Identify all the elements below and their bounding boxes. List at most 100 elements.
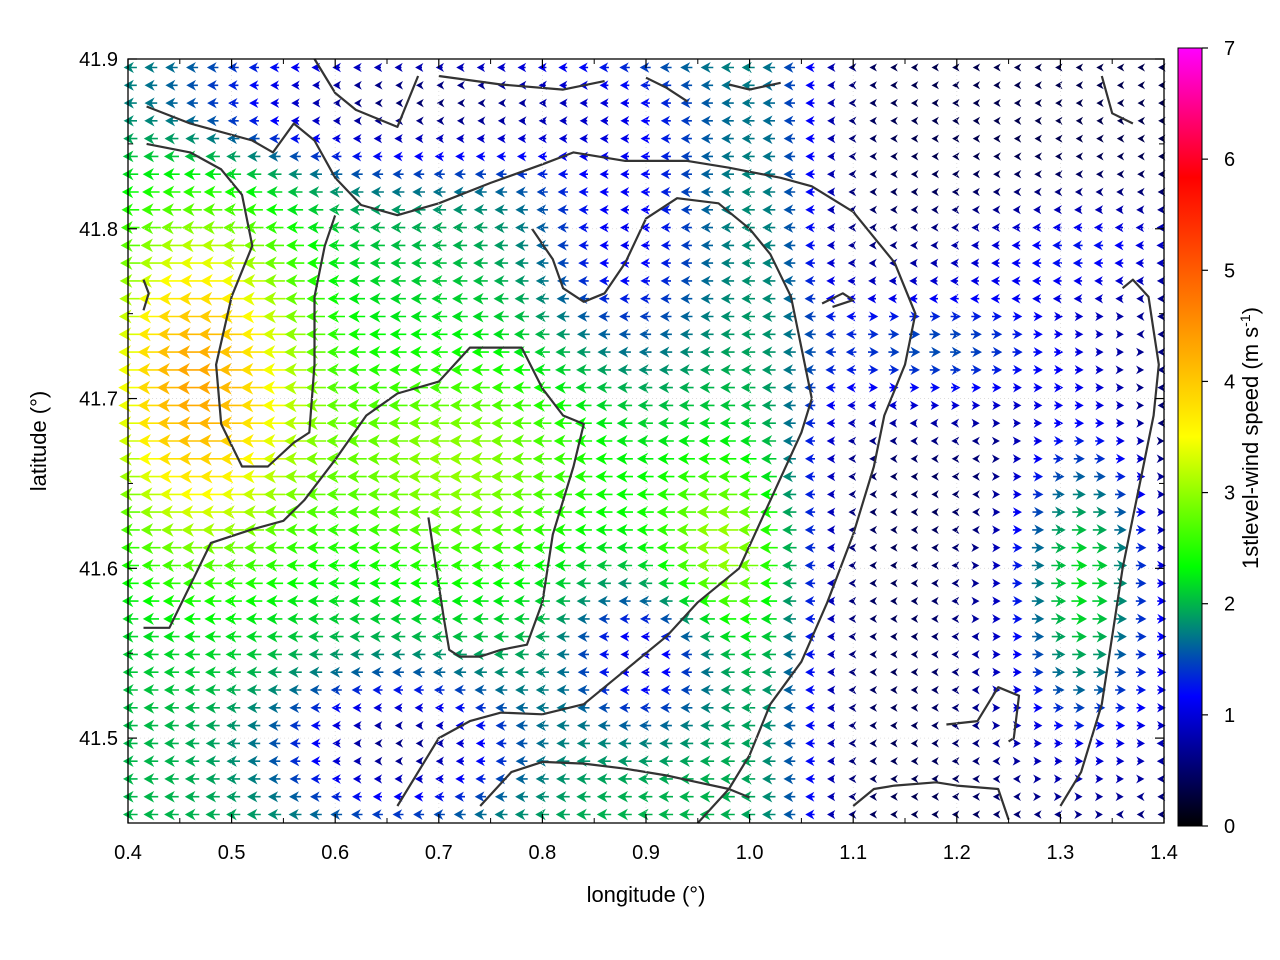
wind-arrow [415,721,424,731]
wind-arrow [618,737,632,750]
wind-arrow [783,791,796,803]
wind-arrow [910,223,919,232]
wind-arrow [826,489,836,499]
wind-arrow [1136,454,1145,464]
wind-arrow [579,116,589,126]
wind-arrow [951,205,960,214]
wind-arrow [205,150,220,163]
wind-arrow [616,417,633,430]
wind-arrow [1033,792,1042,802]
wind-arrow [122,594,139,608]
wind-arrow [1054,720,1064,731]
wind-arrow [827,632,836,642]
wind-arrow [848,80,857,90]
wind-arrow [619,80,630,91]
wind-arrow [352,774,362,784]
wind-arrow [535,666,549,678]
wind-arrow [910,685,919,695]
wind-arrow [1136,756,1145,766]
wind-arrow [497,116,506,126]
wind-arrow [783,720,796,732]
wind-arrow [762,257,776,269]
wind-arrow [513,612,530,625]
wind-arrow [826,222,836,233]
wind-arrow [719,434,736,448]
wind-arrow [327,327,346,341]
wind-arrow [1136,774,1145,784]
wind-arrow [554,399,572,412]
wind-arrow [1135,595,1147,607]
wind-arrow [493,257,509,269]
wind-arrow [931,561,939,570]
wind-arrow [825,311,836,322]
wind-arrow [1071,630,1087,643]
wind-arrow [307,612,324,625]
wind-arrow [469,451,491,466]
wind-arrow [263,309,286,324]
wind-arrow [619,702,630,713]
wind-arrow [347,398,367,413]
wind-arrow [576,595,591,607]
wind-arrow [599,133,609,144]
wind-arrow [739,452,757,466]
wind-arrow [514,666,529,678]
wind-arrow [660,684,671,696]
wind-arrow [951,454,960,464]
wind-arrow [1115,418,1125,428]
wind-arrow [246,648,262,661]
wind-arrow [972,63,981,72]
wind-arrow [595,434,613,448]
wind-arrow [494,186,508,198]
wind-arrow [311,116,321,126]
wind-arrow [204,612,221,626]
wind-arrow [311,133,321,144]
wind-arrow [578,240,589,251]
wind-arrow [286,221,304,234]
wind-arrow [490,469,512,484]
wind-arrow [470,398,491,413]
wind-arrow [972,81,981,90]
wind-arrow [476,62,486,73]
wind-arrow [740,399,756,412]
wind-arrow [472,328,489,341]
wind-arrow [409,559,428,572]
wind-arrow [555,363,571,376]
wind-arrow [1136,312,1145,321]
wind-arrow [1012,595,1023,607]
wind-arrow [558,62,568,73]
wind-arrow [910,739,919,748]
wind-arrow [657,470,675,483]
wind-arrow [1012,560,1023,571]
wind-arrow [410,328,427,341]
wind-arrow [783,115,795,127]
wind-arrow [1116,810,1124,819]
colorbar-frame [1177,47,1203,827]
wind-arrow [718,594,737,608]
wind-arrow [825,346,836,358]
wind-arrow [535,791,549,803]
wind-arrow [1012,347,1023,358]
wind-arrow [678,434,695,448]
wind-arrow [1114,240,1124,251]
wind-arrow [415,80,424,90]
wind-arrow [555,613,570,625]
wind-arrow [910,152,919,161]
wind-arrow [369,292,386,305]
wind-arrow [992,614,1001,624]
wind-arrow [804,418,816,429]
wind-arrow [141,558,160,573]
wind-arrow [472,292,488,305]
wind-arrow [141,220,161,235]
wind-arrow [971,400,981,411]
wind-arrow [930,223,939,232]
wind-arrow [353,62,362,73]
wind-arrow [598,613,610,625]
wind-arrow [389,328,407,341]
wind-arrow [374,756,383,766]
wind-arrow [680,684,692,696]
wind-arrow [848,721,857,730]
wind-arrow [290,116,300,126]
wind-arrow [992,560,1001,571]
wind-arrow [1156,489,1166,499]
wind-arrow [387,434,409,448]
